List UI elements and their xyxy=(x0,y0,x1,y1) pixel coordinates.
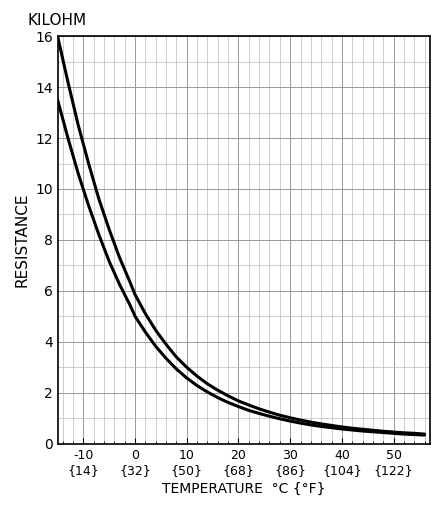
Y-axis label: RESISTANCE: RESISTANCE xyxy=(15,192,29,287)
Text: KILOHM: KILOHM xyxy=(28,13,87,28)
X-axis label: TEMPERATURE  °C {°F}: TEMPERATURE °C {°F} xyxy=(162,482,326,496)
